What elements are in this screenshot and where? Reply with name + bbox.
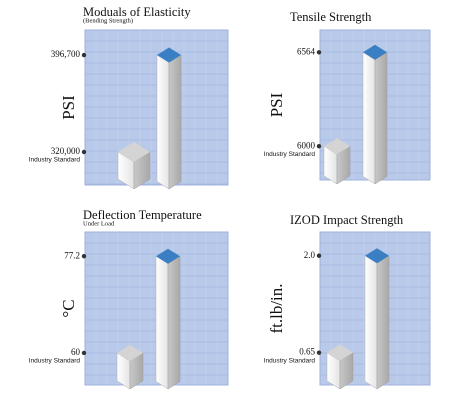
- bar-face: [156, 54, 170, 190]
- bar-top: [327, 344, 353, 361]
- chart-title: Tensile Strength: [290, 10, 372, 24]
- bar-face: [167, 255, 181, 390]
- y-tick-label: 60: [71, 347, 81, 357]
- annotation: Industry Standard: [29, 358, 81, 365]
- tick-mark: [316, 50, 322, 55]
- y-axis-label: PSI: [59, 95, 78, 120]
- y-axis-label: ft.lb/in.: [267, 283, 286, 333]
- bar: [117, 142, 151, 190]
- bar-face: [129, 352, 144, 390]
- bar-top: [363, 44, 387, 60]
- y-axis-label: PSI: [267, 92, 286, 117]
- tick-mark: [81, 52, 87, 58]
- y-tick-label: 396,700: [51, 49, 81, 59]
- y-axis-label: °C: [59, 299, 78, 317]
- tick-mark: [81, 350, 87, 356]
- bar-top: [156, 248, 180, 264]
- bar: [362, 44, 388, 185]
- bar-top: [324, 138, 350, 155]
- bar-top: [118, 142, 150, 163]
- tick-mark: [316, 253, 322, 258]
- bar-face: [155, 255, 169, 390]
- bar-face: [374, 51, 388, 185]
- plot-area: [84, 29, 229, 186]
- bar-face: [339, 352, 354, 390]
- chart-title: IZOD Impact Strength: [290, 213, 404, 227]
- y-tick-label: 0.65: [299, 347, 315, 357]
- bar-face: [376, 255, 390, 390]
- y-tick-label: 320,000: [51, 146, 81, 156]
- bar: [364, 248, 390, 390]
- y-tick-label: 6564: [297, 46, 316, 56]
- bar: [156, 47, 182, 190]
- bar-face: [168, 54, 182, 190]
- y-tick-label: 6000: [297, 140, 316, 150]
- annotation: Industry Standard: [29, 157, 81, 164]
- chart-title: Moduals of Elasticity: [83, 5, 191, 19]
- annotation: Industry Standard: [264, 357, 316, 364]
- chart-subtitle: (Bending Strength): [83, 17, 133, 24]
- bar: [326, 344, 354, 390]
- tick-mark: [316, 350, 322, 355]
- y-tick-label: 2.0: [304, 250, 316, 260]
- bar-top: [365, 248, 389, 264]
- bar-top: [117, 344, 143, 362]
- tick-mark: [81, 149, 87, 155]
- chart-subtitle: Under Load: [83, 220, 115, 227]
- y-tick-label: 77.2: [64, 250, 80, 260]
- tick-mark: [81, 253, 87, 259]
- bar: [323, 138, 351, 185]
- tick-mark: [316, 144, 322, 149]
- bar-top: [157, 47, 181, 63]
- annotation: Industry Standard: [264, 151, 316, 158]
- chart-title: Deflection Temperature: [83, 208, 202, 222]
- bar-face: [362, 51, 376, 185]
- bar-face: [364, 255, 378, 390]
- bar: [116, 344, 144, 390]
- bar: [155, 248, 181, 390]
